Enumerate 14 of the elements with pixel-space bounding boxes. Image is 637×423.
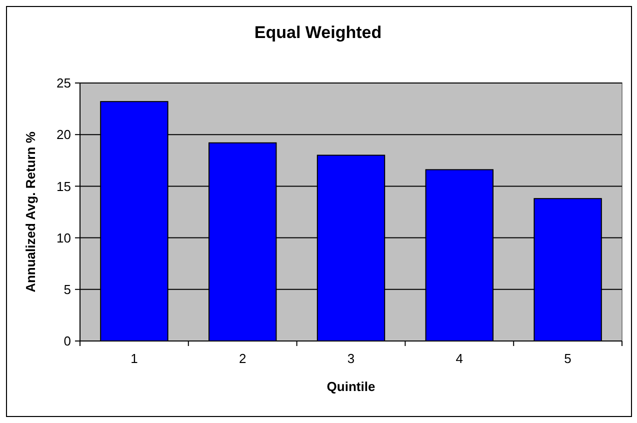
- y-tick-label: 25: [56, 76, 71, 91]
- y-tick-label: 0: [64, 334, 71, 349]
- chart-title: Equal Weighted: [254, 23, 382, 42]
- x-axis-title: Quintile: [326, 379, 376, 394]
- x-tick-label: 5: [564, 351, 572, 366]
- x-tick-label: 3: [347, 351, 355, 366]
- y-axis-title: Annualized Avg. Return %: [23, 131, 38, 292]
- y-tick-label: 15: [56, 178, 71, 194]
- y-tick-label: 20: [56, 127, 71, 142]
- x-tick-label: 4: [456, 351, 464, 366]
- y-tick-label: 5: [64, 282, 71, 297]
- x-tick-label: 2: [238, 351, 246, 366]
- y-tick-label: 10: [56, 230, 71, 246]
- x-tick-label: 1: [130, 351, 138, 366]
